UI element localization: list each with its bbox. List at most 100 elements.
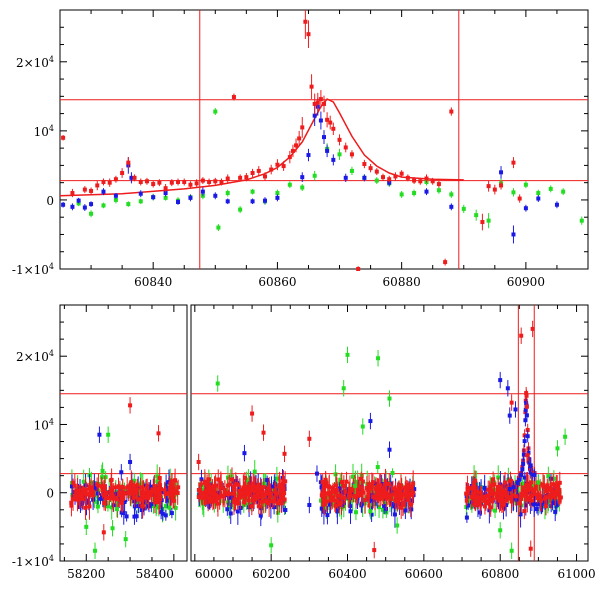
bottom-xtick-label: 58400 bbox=[136, 567, 174, 581]
top-green-point-marker bbox=[474, 213, 479, 218]
bottom-red-point-marker bbox=[206, 495, 211, 500]
bottom-blue-point-marker bbox=[149, 502, 154, 507]
top-blue-point bbox=[89, 201, 94, 207]
bottom-blue-point-marker bbox=[368, 496, 373, 501]
bottom-red-point-marker bbox=[359, 476, 364, 481]
top-red-point-marker bbox=[126, 160, 131, 165]
bottom-green-outlier-point-marker bbox=[360, 424, 365, 429]
top-blue-point bbox=[499, 166, 504, 179]
top-red-point-marker bbox=[200, 178, 205, 183]
bottom-green-point-marker bbox=[350, 498, 355, 503]
bottom-red-point-marker bbox=[393, 498, 398, 503]
bottom-blue-point-marker bbox=[272, 505, 277, 510]
bottom-red-point bbox=[556, 488, 561, 498]
bottom-red-point bbox=[128, 481, 133, 506]
bottom-blue-event-point-marker bbox=[515, 480, 520, 485]
bottom-red-point-marker bbox=[480, 495, 485, 500]
top-red-point bbox=[387, 175, 392, 183]
bottom-blue-point-marker bbox=[466, 503, 471, 508]
top-ytick-label-base: 2×10 bbox=[16, 56, 49, 70]
top-red-point bbox=[306, 20, 311, 48]
top-red-point bbox=[194, 179, 199, 188]
bottom-blue-point-marker bbox=[92, 484, 97, 489]
bottom-blue-point-marker bbox=[319, 485, 324, 490]
bottom-blue-point-marker bbox=[553, 509, 558, 514]
top-green-point-marker bbox=[113, 197, 118, 202]
bottom-red-point-marker bbox=[359, 493, 364, 498]
top-red-point bbox=[328, 115, 333, 130]
bottom-blue-point bbox=[370, 492, 375, 509]
bottom-red-point bbox=[270, 493, 275, 509]
top-blue-point bbox=[76, 197, 81, 204]
bottom-red-point-marker bbox=[173, 488, 178, 493]
bottom-green-outlier-point bbox=[110, 520, 115, 537]
bottom-blue-point-marker bbox=[382, 503, 387, 508]
bottom-red-point-marker bbox=[553, 492, 558, 497]
top-red-point bbox=[157, 179, 162, 187]
bottom-blue-event-point bbox=[511, 481, 516, 494]
top-blue-point bbox=[511, 225, 516, 244]
bottom-red-point-marker bbox=[227, 482, 232, 487]
bottom-green-outlier-point bbox=[498, 522, 503, 539]
top-red-point bbox=[132, 174, 137, 182]
bottom-red-point bbox=[254, 490, 259, 505]
bottom-red-point-marker bbox=[507, 483, 512, 488]
top-blue-point-marker bbox=[275, 195, 280, 200]
bottom-blue-outlier-point bbox=[128, 453, 133, 471]
bottom-red-point-marker bbox=[282, 497, 287, 502]
top-red-point-marker bbox=[132, 175, 137, 180]
top-green-point-marker bbox=[523, 182, 528, 187]
bottom-red-point bbox=[246, 481, 251, 508]
bottom-red-point-marker bbox=[503, 480, 508, 485]
bottom-red-point-marker bbox=[525, 497, 530, 502]
bottom-green-outlier-point-marker bbox=[395, 523, 400, 528]
bottom-red-point bbox=[120, 485, 125, 513]
bottom-red-point-marker bbox=[370, 480, 375, 485]
bottom-red-point bbox=[134, 482, 139, 504]
bottom-red-point bbox=[347, 475, 352, 503]
bottom-red-point-marker bbox=[230, 491, 235, 496]
top-blue-point-marker bbox=[176, 200, 181, 205]
top-red-point-marker bbox=[89, 188, 94, 193]
bottom-ytick-label-base: -1×10 bbox=[12, 555, 49, 569]
bottom-red-point-marker bbox=[369, 483, 374, 488]
bottom-red-point-marker bbox=[196, 487, 201, 492]
top-red-point-marker bbox=[262, 174, 267, 179]
bottom-red-point bbox=[172, 493, 177, 509]
top-ytick-label: 2×104 bbox=[16, 55, 54, 70]
bottom-red-point-marker bbox=[83, 505, 88, 510]
bottom-green-outlier-point-marker bbox=[555, 446, 560, 451]
bottom-red-point bbox=[175, 480, 180, 505]
bottom-red-point bbox=[486, 480, 491, 499]
top-red-point-marker bbox=[381, 175, 386, 180]
bottom-green-outlier-point bbox=[555, 440, 560, 457]
top-blue-point bbox=[70, 203, 75, 211]
top-red-point-marker bbox=[207, 179, 212, 184]
bottom-red-point-marker bbox=[399, 493, 404, 498]
top-blue-point bbox=[325, 144, 330, 158]
top-red-point bbox=[511, 157, 516, 169]
top-ytick-label: 0 bbox=[46, 194, 54, 208]
bottom-ytick-label: 0 bbox=[46, 487, 54, 501]
bottom-blue-point-marker bbox=[534, 507, 539, 512]
bottom-red-point bbox=[340, 484, 345, 511]
top-red-point bbox=[381, 173, 386, 181]
bottom-blue-point-marker bbox=[98, 496, 103, 501]
top-blue-point-marker bbox=[424, 189, 429, 194]
top-blue-point bbox=[138, 190, 143, 198]
top-blue-point-marker bbox=[523, 206, 528, 211]
bottom-red-point-marker bbox=[475, 501, 480, 506]
bottom-blue-point-marker bbox=[412, 487, 417, 492]
top-blue-point-marker bbox=[101, 189, 106, 194]
bottom-red-point bbox=[518, 492, 523, 502]
bottom-red-point-marker bbox=[119, 500, 124, 505]
top-red-point bbox=[188, 181, 193, 189]
bottom-red-point-marker bbox=[203, 500, 208, 505]
top-red-point-marker bbox=[138, 179, 143, 184]
bottom-red-outlier-point-marker bbox=[519, 333, 524, 338]
bottom-blue-outlier-point bbox=[97, 426, 102, 443]
bottom-red-point-marker bbox=[91, 493, 96, 498]
bottom-red-point bbox=[389, 484, 394, 507]
bottom-green-outlier-point bbox=[93, 542, 98, 559]
